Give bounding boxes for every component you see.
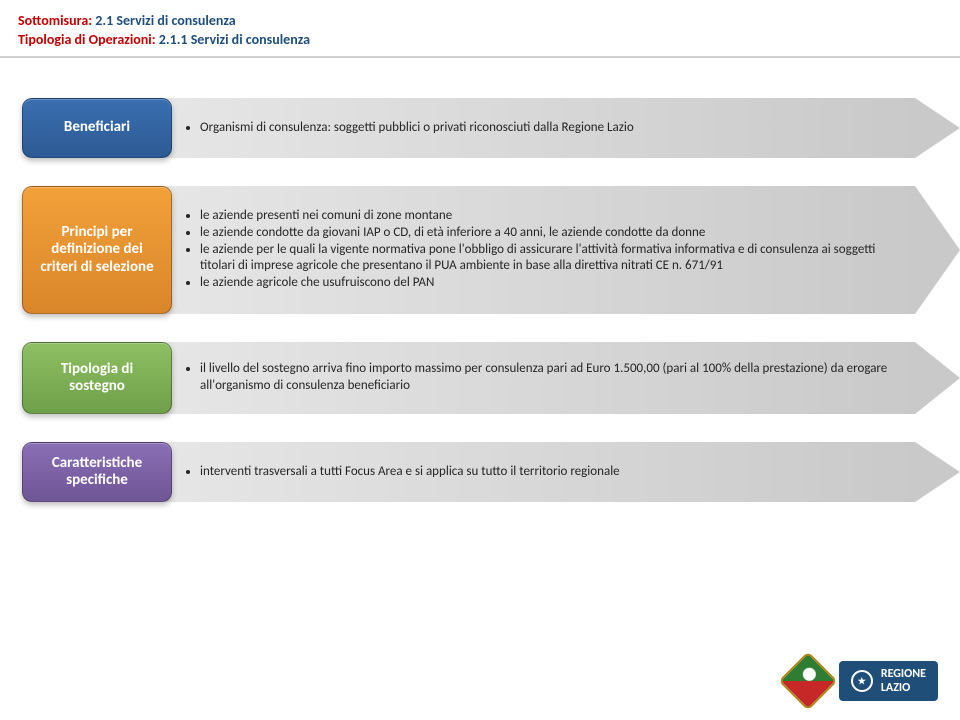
crest-icon [778,651,837,710]
arrow-band-caratteristiche: interventi trasversali a tutti Focus Are… [164,442,960,502]
footer-logo: ★ REGIONE LAZIO [787,660,938,702]
label-box-beneficiari: Beneficiari [22,98,172,158]
bullet-item: le aziende per le quali la vigente norma… [200,242,900,276]
arrow-band-principi: le aziende presenti nei comuni di zone m… [164,186,960,314]
bullet-item: le aziende agricole che usufruiscono del… [200,275,900,292]
bullet-list: le aziende presenti nei comuni di zone m… [182,208,900,292]
lazio-text: LAZIO [881,681,926,695]
lazio-ring-icon: ★ [851,670,873,692]
row-beneficiari: Beneficiari Organismi di consulenza: sogg… [22,98,960,158]
bullet-item: Organismi di consulenza: soggetti pubbli… [200,120,634,137]
arrow-band-beneficiari: Organismi di consulenza: soggetti pubbli… [164,98,960,158]
bullet-list: interventi trasversali a tutti Focus Are… [182,464,620,481]
bullet-item: interventi trasversali a tutti Focus Are… [200,464,620,481]
arrow-content-principi: le aziende presenti nei comuni di zone m… [182,208,960,292]
bullet-item: il livello del sostegno arriva fino impo… [200,361,900,395]
header-line-sottomisura: Sottomisura: 2.1 Servizi di consulenza [18,12,942,29]
regione-lazio-badge: ★ REGIONE LAZIO [839,661,938,701]
label-box-principi: Principi per definizione dei criteri di … [22,186,172,314]
header-line-tipologia: Tipologia di Operazioni: 2.1.1 Servizi d… [18,31,942,48]
regione-text: REGIONE [881,667,926,681]
bullet-list: il livello del sostegno arriva fino impo… [182,361,900,395]
header: Sottomisura: 2.1 Servizi di consulenza T… [0,0,960,58]
arrow-band-tipologia: il livello del sostegno arriva fino impo… [164,342,960,414]
arrow-content-beneficiari: Organismi di consulenza: soggetti pubbli… [182,120,694,137]
header-sottomisura-label: Sottomisura: [18,12,92,29]
header-tipologia-label: Tipologia di Operazioni: [18,31,156,48]
row-principi: Principi per definizione dei criteri di … [22,186,960,314]
header-sottomisura-value: 2.1 Servizi di consulenza [92,12,236,29]
label-box-tipologia: Tipologia di sostegno [22,342,172,414]
arrow-content-tipologia: il livello del sostegno arriva fino impo… [182,361,960,395]
header-tipologia-value: 2.1.1 Servizi di consulenza [156,31,310,48]
info-rows: Beneficiari Organismi di consulenza: sogg… [0,98,960,502]
arrow-content-caratteristiche: interventi trasversali a tutti Focus Are… [182,464,680,481]
row-tipologia: Tipologia di sostegno il livello del sost… [22,342,960,414]
bullet-item: le aziende presenti nei comuni di zone m… [200,208,900,225]
row-caratteristiche: Caratteristiche specifiche interventi tra… [22,442,960,502]
bullet-item: le aziende condotte da giovani IAP o CD,… [200,225,900,242]
lazio-text-wrap: REGIONE LAZIO [881,667,926,695]
bullet-list: Organismi di consulenza: soggetti pubbli… [182,120,634,137]
label-box-caratteristiche: Caratteristiche specifiche [22,442,172,502]
